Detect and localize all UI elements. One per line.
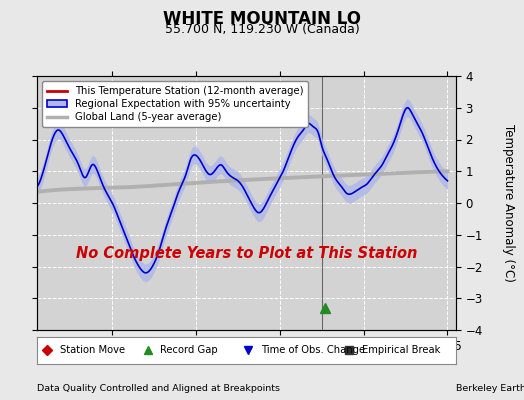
Y-axis label: Temperature Anomaly (°C): Temperature Anomaly (°C) [503, 124, 516, 282]
Text: Station Move: Station Move [60, 345, 125, 355]
Text: Berkeley Earth: Berkeley Earth [456, 384, 524, 393]
Text: Record Gap: Record Gap [160, 345, 218, 355]
Text: WHITE MOUNTAIN LO: WHITE MOUNTAIN LO [163, 10, 361, 28]
Text: Empirical Break: Empirical Break [362, 345, 440, 355]
Text: No Complete Years to Plot at This Station: No Complete Years to Plot at This Statio… [75, 246, 417, 261]
Text: Data Quality Controlled and Aligned at Breakpoints: Data Quality Controlled and Aligned at B… [37, 384, 280, 393]
Text: Time of Obs. Change: Time of Obs. Change [261, 345, 365, 355]
Text: 55.700 N, 119.230 W (Canada): 55.700 N, 119.230 W (Canada) [165, 23, 359, 36]
Legend: This Temperature Station (12-month average), Regional Expectation with 95% uncer: This Temperature Station (12-month avera… [42, 81, 308, 127]
